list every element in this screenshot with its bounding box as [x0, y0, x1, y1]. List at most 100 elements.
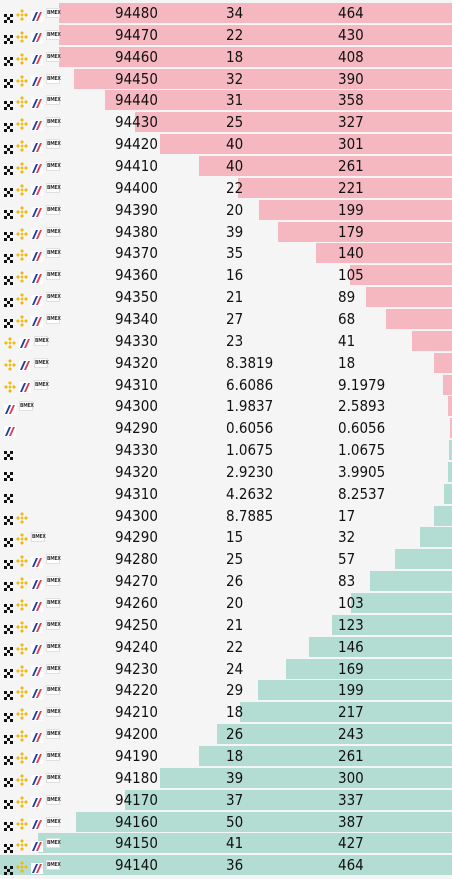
coinbase-stripes-icon — [19, 379, 31, 393]
size-cell: 24 — [226, 659, 244, 678]
bitmex-badge-icon: BMEX — [46, 313, 61, 324]
okx-x-icon — [4, 227, 13, 241]
bid-row[interactable]: BMEX 94240 22 146 — [0, 636, 452, 658]
ask-row[interactable]: BMEX 94350 21 89 — [0, 286, 452, 308]
bid-row[interactable]: BMEX 94190 18 261 — [0, 745, 452, 767]
ask-row[interactable]: BMEX 94450 32 390 — [0, 68, 452, 90]
ask-row[interactable]: BMEX 94400 22 221 — [0, 177, 452, 199]
bid-row[interactable]: BMEX 94290 15 32 — [0, 526, 452, 548]
binance-diamond-icon — [16, 510, 28, 524]
coinbase-stripes-icon — [31, 860, 43, 874]
ask-row[interactable]: BMEX 94380 39 179 — [0, 221, 452, 243]
bitmex-badge-icon: BMEX — [46, 204, 61, 215]
bid-row[interactable]: BMEX 94180 39 300 — [0, 767, 452, 789]
bid-row[interactable]: BMEX 94150 41 427 — [0, 832, 452, 854]
ask-row[interactable]: BMEX 94360 16 105 — [0, 264, 452, 286]
total-cell: 68 — [338, 309, 356, 328]
size-cell: 40 — [226, 156, 244, 175]
bid-row[interactable]: 94320 2.9230 3.9905 — [0, 461, 452, 483]
size-cell: 36 — [226, 856, 244, 875]
price-cell: 94320 — [115, 462, 158, 481]
price-cell: 94250 — [115, 615, 158, 634]
bitmex-badge-icon: BMEX — [46, 838, 61, 849]
bid-row[interactable]: 94300 8.7885 17 — [0, 505, 452, 527]
size-cell: 27 — [226, 309, 244, 328]
ask-row[interactable]: BMEX 94430 25 327 — [0, 111, 452, 133]
size-cell: 1.9837 — [226, 397, 274, 416]
bitmex-badge-icon: BMEX — [46, 772, 61, 783]
bid-depth-bar — [38, 833, 452, 854]
ask-depth-bar — [59, 3, 452, 23]
bid-row[interactable]: BMEX 94270 26 83 — [0, 570, 452, 592]
bitmex-badge-icon: BMEX — [46, 29, 61, 40]
bitmex-badge-icon: BMEX — [34, 357, 49, 368]
ask-row[interactable]: BMEX 94300 1.9837 2.5893 — [0, 395, 452, 417]
ask-depth-bar — [448, 396, 452, 417]
size-cell: 16 — [226, 266, 244, 285]
exchange-icons: BMEX — [4, 330, 49, 352]
exchange-icons: BMEX — [4, 592, 61, 614]
bitmex-badge-icon: BMEX — [19, 401, 34, 412]
exchange-icons: BMEX — [4, 679, 61, 701]
size-cell: 18 — [226, 47, 244, 66]
exchange-icons: BMEX — [4, 177, 61, 199]
exchange-icons: BMEX — [4, 767, 61, 789]
ask-row[interactable]: BMEX 94310 6.6086 9.1979 — [0, 374, 452, 396]
bitmex-badge-icon: BMEX — [46, 51, 61, 62]
binance-diamond-icon — [16, 794, 28, 808]
bitmex-badge-icon: BMEX — [46, 641, 61, 652]
bid-row[interactable]: BMEX 94260 20 103 — [0, 592, 452, 614]
bid-depth-bar — [332, 614, 452, 635]
ask-row[interactable]: BMEX 94330 23 41 — [0, 330, 452, 352]
price-cell: 94310 — [115, 375, 158, 394]
ask-depth-bar — [450, 418, 452, 439]
binance-diamond-icon — [16, 247, 28, 262]
exchange-icons: BMEX — [4, 614, 61, 636]
bid-row[interactable]: BMEX 94220 29 199 — [0, 679, 452, 701]
size-cell: 0.6056 — [226, 419, 274, 438]
ask-row[interactable]: 94290 0.6056 0.6056 — [0, 417, 452, 439]
size-cell: 29 — [226, 681, 244, 700]
exchange-icons: BMEX — [4, 155, 61, 177]
ask-row[interactable]: BMEX 94470 22 430 — [0, 24, 452, 46]
binance-diamond-icon — [16, 51, 28, 65]
okx-x-icon — [4, 599, 13, 613]
ask-row[interactable]: BMEX 94370 35 140 — [0, 242, 452, 264]
ask-row[interactable]: BMEX 94390 20 199 — [0, 199, 452, 221]
bid-row[interactable]: BMEX 94250 21 123 — [0, 614, 452, 636]
ask-row[interactable]: BMEX 94320 8.3819 18 — [0, 352, 452, 374]
exchange-icons: BMEX — [4, 2, 61, 24]
bid-row[interactable]: BMEX 94280 25 57 — [0, 548, 452, 570]
bid-depth-bar — [160, 767, 452, 788]
price-cell: 94330 — [115, 441, 158, 459]
exchange-icons: BMEX — [4, 570, 61, 592]
price-cell: 94330 — [115, 331, 158, 350]
ask-row[interactable]: BMEX 94340 27 68 — [0, 308, 452, 330]
binance-diamond-icon — [16, 663, 28, 677]
ask-row[interactable]: BMEX 94420 40 301 — [0, 133, 452, 155]
coinbase-stripes-icon — [31, 8, 43, 22]
ask-row[interactable]: BMEX 94480 34 464 — [0, 2, 452, 24]
ask-row[interactable]: BMEX 94440 31 358 — [0, 89, 452, 111]
binance-diamond-icon — [16, 597, 28, 611]
bid-row[interactable]: 94330 1.0675 1.0675 — [0, 439, 452, 461]
bid-row[interactable]: 94310 4.2632 8.2537 — [0, 483, 452, 505]
price-cell: 94400 — [115, 178, 158, 197]
bid-row[interactable]: BMEX 94160 50 387 — [0, 811, 452, 833]
bitmex-badge-icon: BMEX — [46, 226, 61, 237]
bid-row[interactable]: BMEX 94200 26 243 — [0, 723, 452, 745]
bitmex-badge-icon: BMEX — [31, 532, 46, 543]
bid-depth-bar — [420, 527, 452, 548]
bid-row[interactable]: BMEX 94210 18 217 — [0, 701, 452, 723]
okx-x-icon — [4, 271, 13, 285]
ask-row[interactable]: BMEX 94410 40 261 — [0, 155, 452, 177]
ask-row[interactable]: BMEX 94460 18 408 — [0, 46, 452, 68]
size-cell: 6.6086 — [226, 375, 274, 394]
bid-row[interactable]: BMEX 94170 37 337 — [0, 789, 452, 811]
okx-x-icon — [4, 118, 13, 132]
bid-depth-bar — [309, 636, 452, 657]
coinbase-stripes-icon — [31, 117, 43, 131]
bid-row[interactable]: BMEX 94140 36 464 — [0, 854, 452, 876]
price-cell: 94480 — [115, 4, 158, 22]
bid-row[interactable]: BMEX 94230 24 169 — [0, 658, 452, 680]
